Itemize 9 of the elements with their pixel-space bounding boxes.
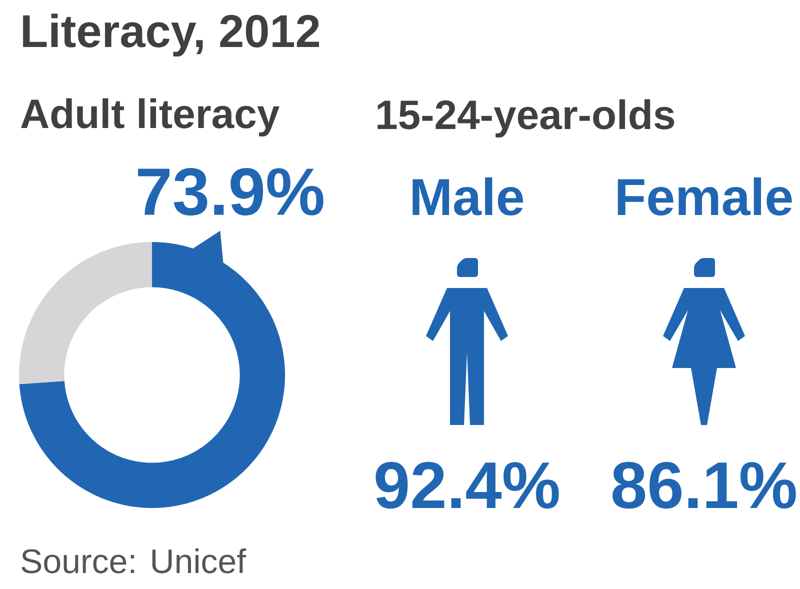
chart-subtitle: Adult literacy: [21, 98, 280, 136]
category-label: Male: [412, 177, 524, 216]
chart-title: Literacy, 2012: [23, 14, 320, 57]
data-label: 86.1%: [612, 462, 796, 509]
category-label: Female: [618, 177, 792, 216]
source-note: Source: Unicef: [22, 548, 246, 574]
text: 15-24-year-olds: [378, 99, 674, 138]
data-label: 73.9%: [138, 168, 324, 216]
data-label: 92.4%: [376, 462, 559, 509]
